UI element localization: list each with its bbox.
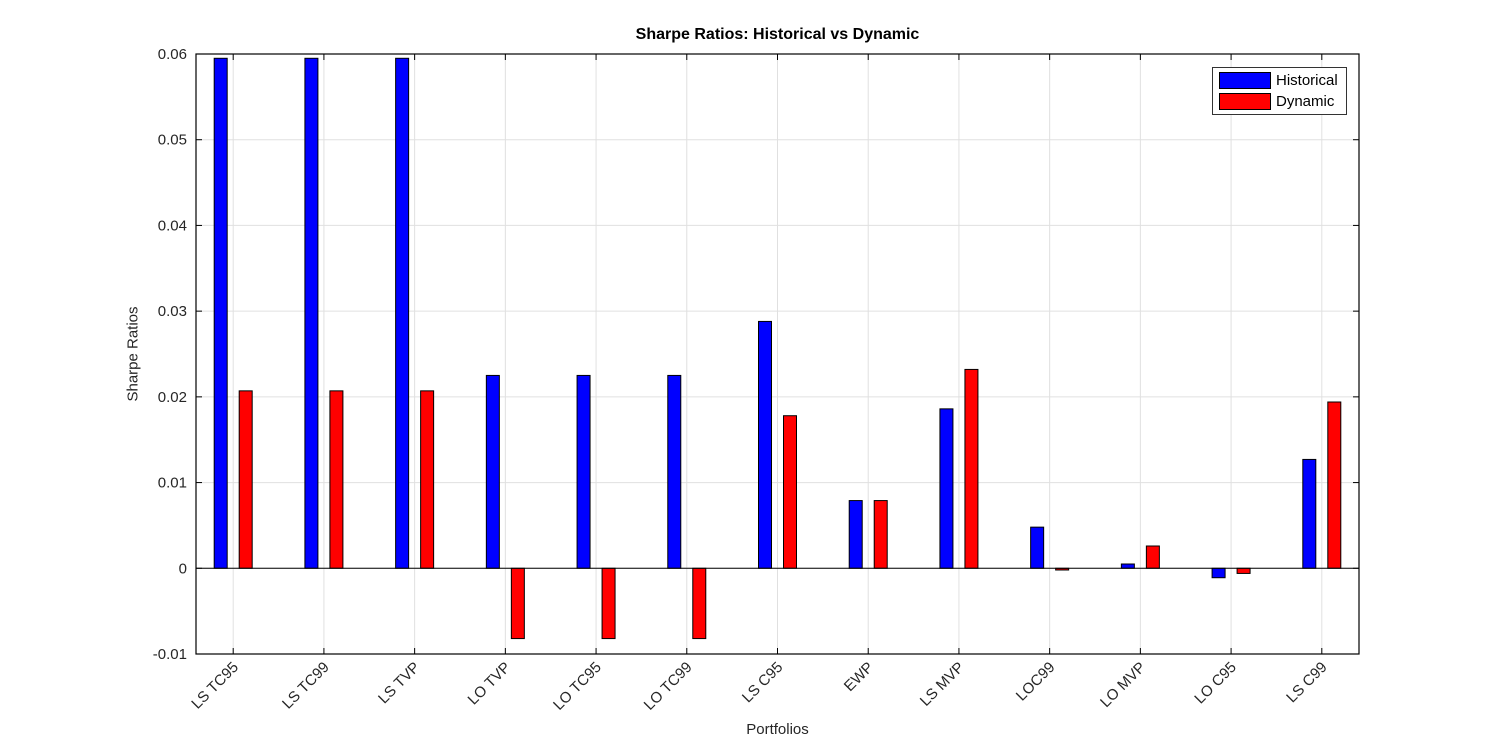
- bar-historical-ls-tc99: [304, 57, 319, 569]
- bar-dynamic-lo-tc99: [692, 567, 707, 640]
- x-tick-label-ls-tc95: LS TC95: [188, 659, 242, 713]
- x-tick-label-lo-c95: LO C95: [1191, 659, 1240, 708]
- legend-entry-dynamic: Dynamic: [1219, 92, 1338, 111]
- x-tick-label-ls-tvp: LS TVP: [375, 659, 423, 707]
- legend-label-historical: Historical: [1276, 72, 1338, 89]
- x-tick-label-ewp: EWP: [841, 659, 877, 695]
- x-tick-label-lo-tc95: LO TC95: [550, 659, 605, 714]
- bar-historical-lo-mvp: [1120, 563, 1135, 569]
- bar-historical-loc99: [1030, 526, 1045, 569]
- y-tick-label: 0.05: [158, 132, 187, 149]
- y-tick-label: 0.06: [158, 46, 187, 63]
- bar-dynamic-ewp: [873, 500, 888, 569]
- y-tick-label: 0.04: [158, 217, 187, 234]
- x-tick-label-ls-c99: LS C99: [1283, 659, 1330, 706]
- legend: Historical Dynamic: [1212, 67, 1347, 115]
- bar-historical-lo-c95: [1211, 567, 1226, 579]
- bar-dynamic-ls-c99: [1327, 401, 1342, 569]
- bar-dynamic-ls-tc99: [329, 390, 344, 569]
- bar-dynamic-ls-tc95: [238, 390, 253, 569]
- bar-dynamic-lo-c95: [1236, 567, 1251, 574]
- bar-dynamic-lo-tvp: [510, 567, 525, 640]
- bar-historical-ls-tvp: [395, 57, 410, 569]
- bar-historical-ls-mvp: [939, 408, 954, 569]
- legend-entry-historical: Historical: [1219, 71, 1338, 90]
- bar-historical-ewp: [848, 500, 863, 569]
- x-tick-label-lo-mvp: LO MVP: [1097, 659, 1149, 711]
- x-axis-label: Portfolios: [746, 721, 809, 738]
- legend-swatch-dynamic: [1219, 93, 1271, 110]
- bar-historical-lo-tvp: [485, 374, 500, 569]
- x-tick-label-ls-tc99: LS TC99: [279, 659, 333, 713]
- bar-dynamic-ls-c95: [783, 415, 797, 569]
- y-tick-label: 0: [179, 560, 187, 577]
- x-tick-label-ls-c95: LS C95: [739, 659, 786, 706]
- bar-dynamic-ls-tvp: [420, 390, 435, 569]
- x-tick-label-lo-tvp: LO TVP: [465, 659, 515, 709]
- x-tick-label-loc99: LOC99: [1013, 659, 1059, 705]
- y-axis-label: Sharpe Ratios: [124, 306, 142, 402]
- chart-title: Sharpe Ratios: Historical vs Dynamic: [635, 26, 920, 43]
- x-tick-label-lo-tc99: LO TC99: [641, 659, 696, 714]
- bar-historical-ls-tc95: [213, 57, 228, 569]
- bar-historical-ls-c95: [758, 320, 772, 569]
- y-tick-label: 0.03: [158, 303, 187, 320]
- bar-historical-lo-tc95: [576, 374, 591, 569]
- y-tick-label: -0.01: [153, 646, 187, 663]
- y-tick-label: 0.01: [158, 475, 187, 492]
- bar-dynamic-ls-mvp: [964, 368, 979, 569]
- bar-dynamic-lo-mvp: [1145, 545, 1160, 569]
- bar-dynamic-lo-tc95: [601, 567, 616, 640]
- legend-swatch-historical: [1219, 72, 1271, 89]
- legend-label-dynamic: Dynamic: [1276, 93, 1335, 110]
- bar-historical-lo-tc99: [667, 374, 682, 569]
- bar-historical-ls-c99: [1302, 458, 1317, 569]
- y-tick-label: 0.02: [158, 389, 187, 406]
- x-tick-label-ls-mvp: LS MVP: [917, 659, 968, 710]
